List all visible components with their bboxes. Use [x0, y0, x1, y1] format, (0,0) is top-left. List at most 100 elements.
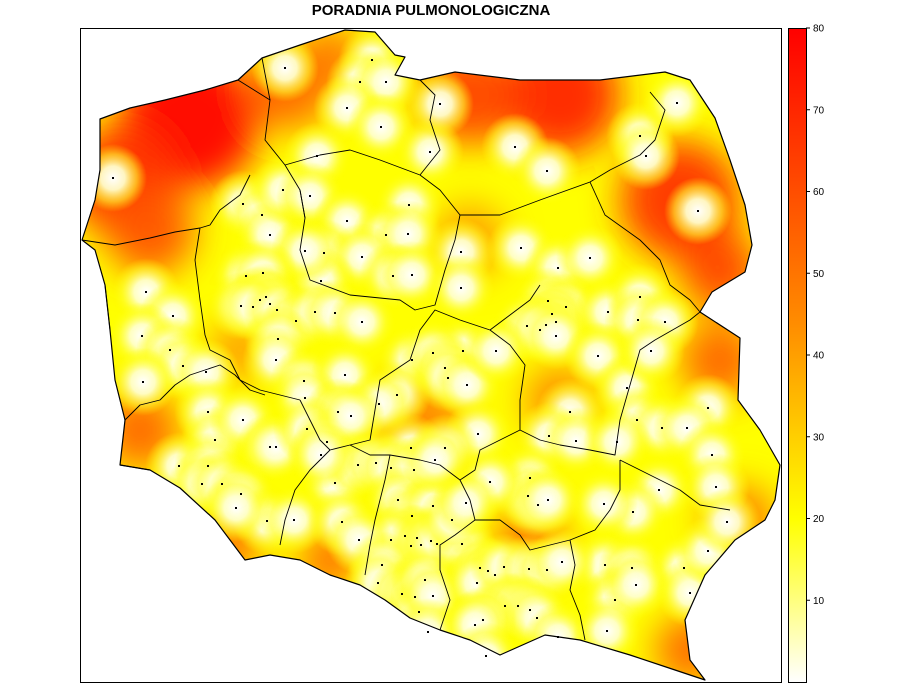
clinic-point [547, 499, 549, 501]
clinic-point [416, 537, 418, 539]
clinic-point [245, 275, 247, 277]
clinic-point [485, 655, 487, 657]
legend-tick-label: 60 [813, 187, 825, 198]
clinic-point [561, 561, 563, 563]
region-border [439, 479, 476, 631]
clinic-point [269, 303, 271, 305]
clinic-point [261, 214, 263, 216]
clinic-point [201, 483, 203, 485]
clinic-point [401, 593, 403, 595]
distance-heatmap [82, 30, 780, 680]
region-border [299, 309, 701, 456]
clinic-point [637, 319, 639, 321]
clinic-point [275, 446, 277, 448]
clinic-point [316, 155, 318, 157]
clinic-point [397, 499, 399, 501]
clinic-point [575, 440, 577, 442]
clinic-point [551, 313, 553, 315]
clinic-point [178, 465, 180, 467]
clinic-point [396, 394, 398, 396]
clinic-point [604, 564, 606, 566]
clinic-point [444, 447, 446, 449]
clinic-point [304, 397, 306, 399]
clinic-point [606, 630, 608, 632]
clinic-point [145, 291, 147, 293]
clinic-point [411, 359, 413, 361]
clinic-points [112, 59, 728, 657]
clinic-point [460, 251, 462, 253]
clinic-point [661, 427, 663, 429]
region-border [204, 364, 266, 396]
clinic-point [341, 521, 343, 523]
clinic-point [432, 595, 434, 597]
clinic-point [407, 233, 409, 235]
clinic-point [726, 521, 728, 523]
clinic-point [242, 419, 244, 421]
clinic-point [447, 377, 449, 379]
clinic-point [489, 481, 491, 483]
clinic-point [306, 428, 308, 430]
clinic-point [565, 306, 567, 308]
country-outline [81, 29, 781, 681]
clinic-point [555, 321, 557, 323]
clinic-point [432, 505, 434, 507]
clinic-point [616, 441, 618, 443]
clinic-point [266, 520, 268, 522]
clinic-point [528, 568, 530, 570]
region-border [460, 91, 666, 216]
clinic-point [413, 469, 415, 471]
region-border [279, 449, 331, 546]
clinic-point [465, 502, 467, 504]
clinic-point [276, 309, 278, 311]
clinic-point [326, 441, 328, 443]
clinic-point [434, 459, 436, 461]
clinic-point [557, 267, 559, 269]
clinic-point [182, 365, 184, 367]
clinic-point [504, 605, 506, 607]
clinic-point [414, 596, 416, 598]
clinic-point [424, 579, 426, 581]
region-border [589, 181, 701, 313]
clinic-point [314, 311, 316, 313]
clinic-point [429, 151, 431, 153]
clinic-point [377, 582, 379, 584]
legend-tick-label: 40 [813, 351, 825, 362]
legend-tick-label: 20 [813, 514, 825, 525]
clinic-point [536, 617, 538, 619]
clinic-point [371, 59, 373, 61]
clinic-point [275, 359, 277, 361]
clinic-point [645, 155, 647, 157]
clinic-point [632, 511, 634, 513]
region-border [419, 79, 441, 176]
clinic-point [142, 381, 144, 383]
clinic-point [520, 247, 522, 249]
clinic-point [284, 67, 286, 69]
clinic-point [410, 447, 412, 449]
region-border [619, 459, 731, 511]
clinic-point [683, 567, 685, 569]
clinic-point [320, 280, 322, 282]
clinic-point [639, 296, 641, 298]
clinic-point [427, 631, 429, 633]
legend-tick-label: 70 [813, 105, 825, 116]
clinic-point [689, 592, 691, 594]
clinic-point [320, 454, 322, 456]
clinic-point [676, 102, 678, 104]
legend-tick-label: 80 [813, 24, 825, 35]
clinic-point [221, 483, 223, 485]
clinic-point [240, 493, 242, 495]
clinic-point [686, 427, 688, 429]
clinic-point [410, 545, 412, 547]
clinic-point [539, 329, 541, 331]
clinic-point [639, 135, 641, 137]
clinic-point [476, 582, 478, 584]
clinic-point [385, 81, 387, 83]
clinic-point [344, 374, 346, 376]
clinic-point [555, 335, 557, 337]
clinic-point [375, 462, 377, 464]
clinic-point [309, 195, 311, 197]
clinic-point [337, 411, 339, 413]
clinic-point [545, 324, 547, 326]
clinic-point [707, 407, 709, 409]
